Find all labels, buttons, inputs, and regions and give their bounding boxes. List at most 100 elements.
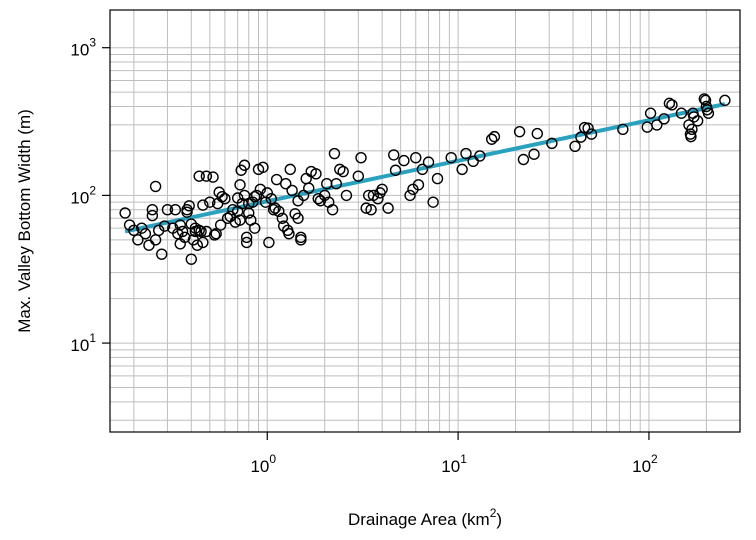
data-point [460, 147, 472, 160]
x-axis-ticks: 100 101 102 [250, 432, 658, 476]
data-point [675, 107, 688, 119]
data-point [197, 236, 209, 249]
data-point [376, 183, 388, 195]
data-point [210, 228, 222, 240]
data-point [337, 165, 349, 178]
data-points [119, 93, 731, 265]
data-point [372, 192, 384, 205]
data-point [719, 94, 731, 107]
x-axis-title-superscript: 2 [490, 506, 497, 520]
data-point [485, 133, 498, 145]
data-point [546, 137, 558, 150]
data-point [267, 204, 280, 216]
data-point [191, 239, 203, 251]
data-point [702, 107, 715, 119]
data-point [243, 207, 255, 219]
data-point [250, 189, 263, 202]
data-point [146, 204, 159, 216]
data-point [310, 168, 322, 180]
data-point [641, 121, 653, 133]
data-point [585, 128, 598, 140]
data-point [404, 189, 416, 202]
data-point [427, 196, 439, 208]
data-point [214, 219, 227, 231]
data-point [136, 222, 148, 234]
data-point [575, 131, 587, 143]
data-point [686, 123, 698, 136]
data-point [227, 204, 239, 216]
data-point [240, 231, 253, 244]
data-point [292, 195, 304, 207]
data-point [257, 161, 269, 173]
data-point [382, 202, 394, 214]
data-point [445, 151, 457, 164]
data-point [273, 205, 285, 218]
data-point [456, 163, 468, 176]
data-point [216, 190, 228, 203]
data-point [365, 204, 377, 216]
data-point [531, 127, 543, 140]
data-point [197, 199, 209, 211]
data-point [174, 219, 186, 231]
data-point [280, 177, 292, 190]
data-point [149, 180, 162, 193]
x-tick-label: 102 [632, 452, 658, 476]
data-point [169, 204, 182, 216]
data-point [416, 163, 429, 176]
data-point [300, 172, 312, 185]
data-point [666, 99, 678, 111]
data-point [312, 192, 324, 205]
x-axis-title-main: Drainage Area (km [348, 510, 490, 529]
data-point [128, 224, 140, 237]
data-point [431, 172, 444, 185]
data-point [234, 179, 246, 191]
x-tick-label: 101 [441, 452, 467, 476]
data-point [254, 183, 267, 195]
plot-frame [109, 9, 741, 433]
data-point [261, 187, 273, 199]
fit-line [124, 102, 726, 234]
data-point [340, 189, 353, 202]
y-axis-title: Max. Valley Bottom Width (m) [15, 109, 34, 333]
data-point [651, 119, 663, 131]
data-point [295, 234, 307, 246]
y-axis-ticks: 101 102 103 [70, 36, 110, 355]
data-point [352, 170, 365, 182]
data-point [161, 204, 174, 216]
data-point [326, 204, 339, 216]
data-point [474, 150, 486, 162]
data-point [422, 156, 435, 168]
data-point [388, 149, 400, 161]
data-point [234, 214, 246, 226]
data-point [193, 224, 205, 237]
data-point [276, 212, 289, 224]
data-point [582, 122, 594, 134]
data-point [286, 184, 298, 197]
data-point [330, 177, 342, 190]
data-point [698, 93, 710, 105]
data-point [569, 140, 581, 152]
data-point [158, 220, 171, 232]
data-point [303, 182, 315, 194]
data-point [685, 130, 697, 143]
data-point [193, 170, 205, 182]
data-point [658, 113, 670, 125]
data-point [644, 107, 657, 119]
fit-line-group [124, 102, 726, 234]
data-point [249, 190, 261, 203]
data-point [119, 207, 131, 219]
data-point [688, 111, 700, 123]
data-point [219, 192, 231, 205]
data-point [355, 151, 367, 164]
data-point [208, 229, 221, 241]
y-tick-label: 102 [70, 183, 96, 207]
x-axis-title-suffix: ) [496, 510, 502, 529]
data-point [284, 163, 296, 176]
data-point [265, 192, 277, 205]
data-point [270, 173, 283, 186]
data-point [249, 222, 261, 234]
data-point [283, 228, 295, 240]
data-point [360, 202, 372, 214]
data-point [292, 212, 304, 224]
